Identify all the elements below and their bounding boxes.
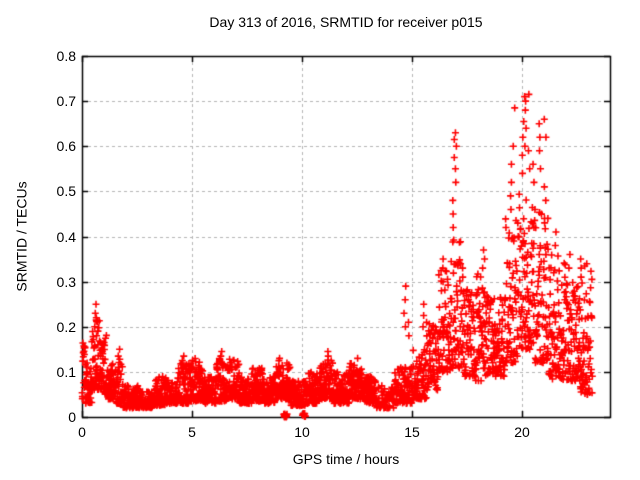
y-tick-label: 0.8 bbox=[56, 48, 76, 64]
x-tick-label: 20 bbox=[514, 424, 530, 440]
y-tick-label: 0 bbox=[68, 409, 76, 425]
y-tick-label: 0.6 bbox=[56, 138, 76, 155]
y-tick-label: 0.4 bbox=[56, 228, 76, 245]
y-tick-label: 0.7 bbox=[56, 93, 76, 110]
x-tick-label: 15 bbox=[404, 424, 420, 440]
x-axis-label: GPS time / hours bbox=[292, 451, 400, 467]
x-tick-label: 5 bbox=[188, 424, 196, 440]
y-tick-label: 0.5 bbox=[56, 183, 76, 200]
y-tick-label: 0.3 bbox=[56, 273, 76, 290]
y-tick-label: 0.2 bbox=[56, 318, 76, 335]
x-tick-label: 10 bbox=[294, 424, 310, 440]
x-tick-label: 0 bbox=[78, 424, 86, 440]
chart-title: Day 313 of 2016, SRMTID for receiver p01… bbox=[209, 14, 483, 30]
y-tick-label: 0.1 bbox=[56, 363, 76, 380]
